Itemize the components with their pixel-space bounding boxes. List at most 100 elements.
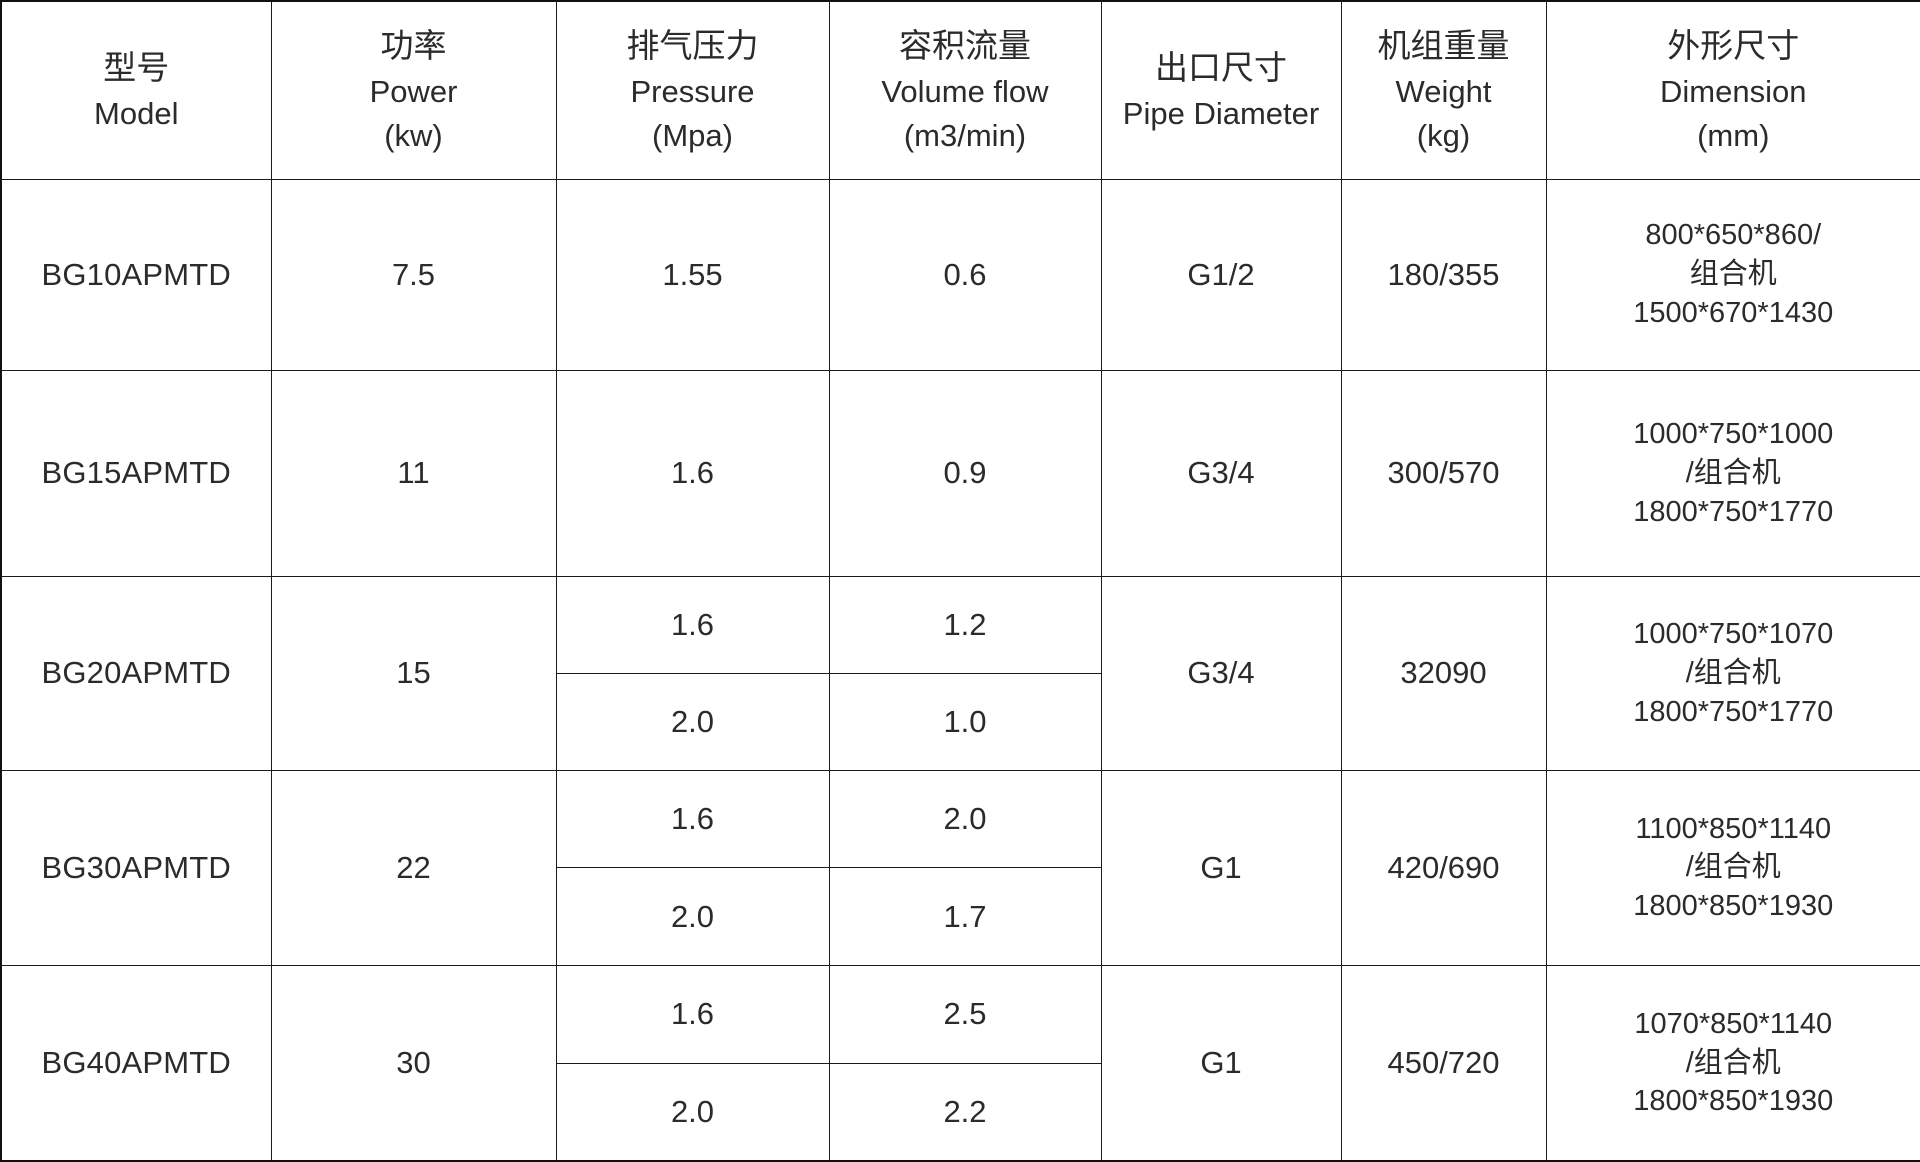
- split-container: 1.6 2.0: [556, 577, 829, 770]
- dimension-line-1: 1070*850*1140: [1634, 1007, 1833, 1040]
- dimension-line-2: /组合机: [1685, 851, 1781, 884]
- cell-pipe-diameter: G3/4: [1100, 575, 1342, 771]
- column-header-model: 型号 Model: [0, 0, 272, 180]
- cell-pressure: 1.6: [555, 370, 830, 577]
- cell-model: BG30APMTD: [0, 769, 272, 967]
- header-unit-dimension: (mm): [1697, 117, 1770, 153]
- header-unit-power: (kw): [384, 117, 443, 153]
- cell-dimension: 1070*850*1140 /组合机 1800*850*1930: [1545, 965, 1920, 1162]
- cell-power: 11: [270, 370, 557, 577]
- table-row: BG10APMTD 7.5 1.55 0.6 G1/2 180/355 800*…: [0, 178, 1920, 372]
- dimension-line-2: /组合机: [1685, 456, 1781, 489]
- table-body: BG10APMTD 7.5 1.55 0.6 G1/2 180/355 800*…: [0, 178, 1920, 1162]
- dimension-line-3: 1500*670*1430: [1633, 297, 1834, 330]
- dimension-line-2: /组合机: [1685, 656, 1781, 689]
- cell-dimension: 1100*850*1140 /组合机 1800*850*1930: [1545, 769, 1920, 967]
- table-row: BG20APMTD 15 1.6 2.0 1.2 1.0 G3/4 32090 …: [0, 575, 1920, 771]
- table-row: BG30APMTD 22 1.6 2.0 2.0 1.7 G1 420/690 …: [0, 769, 1920, 967]
- cell-weight: 32090: [1340, 575, 1547, 771]
- dimension-line-3: 1800*750*1770: [1633, 495, 1834, 528]
- cell-volume-flow-lower: 1.0: [943, 703, 987, 739]
- cell-pressure-upper: 1.6: [556, 771, 829, 869]
- cell-pipe-diameter: G1: [1100, 769, 1342, 967]
- column-header-pressure: 排气压力 Pressure (Mpa): [555, 0, 830, 180]
- cell-pipe-diameter: G3/4: [1100, 370, 1342, 577]
- header-cn-dimension: 外形尺寸: [1667, 26, 1800, 64]
- cell-volume-flow: 0.9: [828, 370, 1102, 577]
- header-cn-model: 型号: [103, 48, 170, 86]
- cell-model: BG10APMTD: [0, 178, 272, 372]
- dimension-line-3: 1800*850*1930: [1633, 890, 1834, 923]
- cell-pressure-split: 1.6 2.0: [555, 965, 830, 1162]
- header-en-weight: Weight: [1395, 73, 1492, 109]
- split-container: 1.2 1.0: [829, 577, 1101, 770]
- cell-weight: 180/355: [1340, 178, 1547, 372]
- header-unit-pressure: (Mpa): [652, 117, 733, 153]
- dimension-line-1: 1100*850*1140: [1635, 812, 1832, 845]
- header-en-pressure: Pressure: [630, 73, 755, 109]
- cell-dimension: 1000*750*1000 /组合机 1800*750*1770: [1545, 370, 1920, 577]
- cell-pressure-upper: 1.6: [556, 577, 829, 674]
- dimension-line-3: 1800*750*1770: [1633, 695, 1834, 728]
- cell-volume-flow-split: 2.0 1.7: [828, 769, 1102, 967]
- cell-volume-flow-lower: 2.2: [943, 1093, 987, 1129]
- cell-pressure-lower: 2.0: [670, 1093, 715, 1129]
- column-header-volume-flow: 容积流量 Volume flow (m3/min): [828, 0, 1102, 180]
- cell-pressure-lower: 2.0: [670, 703, 715, 739]
- dimension-line-1: 800*650*860/: [1645, 219, 1822, 252]
- cell-power: 15: [270, 575, 557, 771]
- header-en-power: Power: [369, 73, 458, 109]
- column-header-dimension: 外形尺寸 Dimension (mm): [1545, 0, 1920, 180]
- split-container: 1.6 2.0: [556, 966, 829, 1160]
- cell-power: 30: [270, 965, 557, 1162]
- dimension-line-3: 1800*850*1930: [1633, 1085, 1834, 1118]
- cell-volume-flow-split: 2.5 2.2: [828, 965, 1102, 1162]
- cell-weight: 420/690: [1340, 769, 1547, 967]
- dimension-line-2: /组合机: [1685, 1046, 1781, 1079]
- column-header-power: 功率 Power (kw): [270, 0, 557, 180]
- header-unit-weight: (kg): [1416, 117, 1471, 153]
- cell-weight: 300/570: [1340, 370, 1547, 577]
- cell-power: 7.5: [270, 178, 557, 372]
- cell-weight: 450/720: [1340, 965, 1547, 1162]
- column-header-weight: 机组重量 Weight (kg): [1340, 0, 1547, 180]
- column-header-pipe-diameter: 出口尺寸 Pipe Diameter: [1100, 0, 1342, 180]
- header-cn-pipe-diameter: 出口尺寸: [1155, 48, 1287, 86]
- table-row: BG40APMTD 30 1.6 2.0 2.5 2.2 G1 450/720 …: [0, 965, 1920, 1162]
- table-header: 型号 Model 功率 Power (kw) 排气压力 Pressure (Mp…: [0, 0, 1920, 180]
- cell-pipe-diameter: G1/2: [1100, 178, 1342, 372]
- header-en-pipe-diameter: Pipe Diameter: [1122, 95, 1320, 131]
- header-unit-volume-flow: (m3/min): [903, 117, 1027, 153]
- dimension-line-1: 1000*750*1070: [1633, 617, 1834, 650]
- cell-volume-flow-upper: 1.2: [829, 577, 1101, 674]
- cell-model: BG15APMTD: [0, 370, 272, 577]
- cell-pressure: 1.55: [555, 178, 830, 372]
- split-container: 1.6 2.0: [556, 771, 829, 965]
- cell-model: BG40APMTD: [0, 965, 272, 1162]
- cell-pressure-split: 1.6 2.0: [555, 575, 830, 771]
- dimension-line-1: 1000*750*1000: [1633, 418, 1834, 451]
- header-cn-volume-flow: 容积流量: [899, 26, 1031, 64]
- header-cn-weight: 机组重量: [1377, 26, 1510, 64]
- cell-volume-flow-upper: 2.5: [829, 966, 1101, 1064]
- header-en-model: Model: [94, 95, 179, 131]
- cell-model: BG20APMTD: [0, 575, 272, 771]
- cell-pressure-split: 1.6 2.0: [555, 769, 830, 967]
- cell-dimension: 1000*750*1070 /组合机 1800*750*1770: [1545, 575, 1920, 771]
- split-container: 2.5 2.2: [829, 966, 1101, 1160]
- cell-volume-flow: 0.6: [828, 178, 1102, 372]
- cell-power: 22: [270, 769, 557, 967]
- cell-pressure-upper: 1.6: [556, 966, 829, 1064]
- header-en-volume-flow: Volume flow: [881, 73, 1049, 109]
- cell-dimension: 800*650*860/ 组合机 1500*670*1430: [1545, 178, 1920, 372]
- table-row: BG15APMTD 11 1.6 0.9 G3/4 300/570 1000*7…: [0, 370, 1920, 577]
- split-container: 2.0 1.7: [829, 771, 1101, 965]
- header-en-dimension: Dimension: [1660, 73, 1807, 109]
- dimension-line-2: 组合机: [1689, 258, 1777, 291]
- cell-volume-flow-lower: 1.7: [943, 898, 987, 934]
- cell-volume-flow-split: 1.2 1.0: [828, 575, 1102, 771]
- cell-pressure-lower: 2.0: [670, 898, 715, 934]
- header-cn-power: 功率: [380, 26, 447, 64]
- cell-volume-flow-upper: 2.0: [829, 771, 1101, 869]
